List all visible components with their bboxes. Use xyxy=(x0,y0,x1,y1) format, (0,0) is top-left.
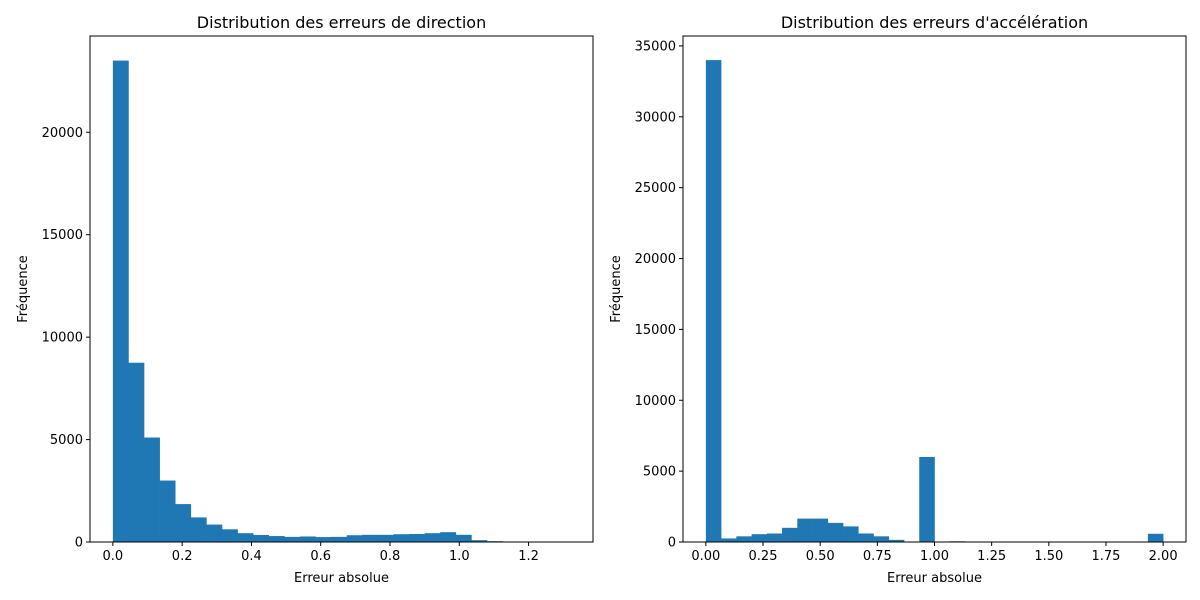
histogram-bar xyxy=(471,540,488,542)
histogram-bar xyxy=(221,529,238,542)
histogram-bar xyxy=(919,456,935,542)
x-axis: 0.0 0.2 0.4 0.6 0.8 1.0 1.2 xyxy=(103,542,539,564)
y-tick-label: 5000 xyxy=(50,433,83,448)
x-tick-label: 0.2 xyxy=(172,549,193,564)
histogram-bar xyxy=(377,534,394,542)
histogram-bar xyxy=(315,537,332,542)
x-tick-label: 2.00 xyxy=(1149,549,1178,564)
x-tick-label: 1.50 xyxy=(1034,549,1063,564)
histogram-bar xyxy=(409,534,425,542)
histogram-bar xyxy=(455,534,472,542)
histogram-bar xyxy=(237,533,254,542)
x-tick-label: 0.6 xyxy=(310,549,331,564)
histogram-bar xyxy=(393,534,410,542)
y-tick-label: 30000 xyxy=(635,110,676,125)
x-tick-label: 1.2 xyxy=(518,549,539,564)
x-tick-label: 0.25 xyxy=(749,549,778,564)
x-tick-label: 0.4 xyxy=(241,549,262,564)
histogram-bar xyxy=(424,533,441,542)
chart-title: Distribution des erreurs de direction xyxy=(197,13,486,32)
histogram-bar xyxy=(721,538,737,542)
histogram-bar xyxy=(843,526,859,542)
histogram-bar xyxy=(873,536,890,542)
bars xyxy=(705,60,1164,542)
histogram-bar xyxy=(346,535,363,542)
histogram-bar xyxy=(888,539,905,542)
histogram-bar xyxy=(797,518,813,542)
histogram-bar xyxy=(128,362,145,542)
x-axis-label: Erreur absolue xyxy=(887,571,982,586)
histogram-bar xyxy=(253,535,270,542)
x-tick-label: 0.50 xyxy=(806,549,835,564)
y-tick-label: 0 xyxy=(75,536,83,551)
y-tick-label: 20000 xyxy=(635,252,676,267)
bars xyxy=(112,60,581,542)
histogram-bar xyxy=(268,536,285,542)
y-tick-label: 10000 xyxy=(42,331,83,346)
histogram-bar xyxy=(299,536,316,542)
axes-frame xyxy=(89,35,594,543)
x-tick-label: 0.8 xyxy=(380,549,401,564)
x-tick-label: 1.00 xyxy=(920,549,949,564)
y-tick-label: 35000 xyxy=(635,39,676,54)
y-axis: 0 5000 10000 15000 20000 xyxy=(42,126,90,551)
histogram-bar xyxy=(190,517,207,542)
histogram-bar xyxy=(751,534,768,542)
histogram-bar xyxy=(736,536,752,542)
histogram-bar xyxy=(175,504,192,542)
x-tick-label: 0.0 xyxy=(103,549,124,564)
histogram-bar xyxy=(284,536,301,542)
y-axis-label: Fréquence xyxy=(16,255,31,322)
y-tick-label: 15000 xyxy=(42,228,83,243)
x-tick-label: 1.75 xyxy=(1092,549,1121,564)
acceleration-error-histogram: Distribution des erreurs d'accélération … xyxy=(609,13,1187,586)
histogram-bar xyxy=(331,536,347,542)
histogram-bar xyxy=(1147,533,1164,542)
y-tick-label: 0 xyxy=(668,536,676,551)
x-tick-label: 0.75 xyxy=(863,549,892,564)
x-tick-label: 0.00 xyxy=(691,549,720,564)
histogram-bar xyxy=(782,527,798,542)
y-tick-label: 20000 xyxy=(42,126,83,141)
x-axis: 0.00 0.25 0.50 0.75 1.00 1.25 1.50 1.75 2.00 xyxy=(691,542,1178,564)
x-tick-label: 1.0 xyxy=(449,549,470,564)
chart-title: Distribution des erreurs d'accélération xyxy=(781,13,1088,32)
histogram-bar xyxy=(812,518,829,542)
x-axis-label: Erreur absolue xyxy=(294,571,389,586)
y-tick-label: 25000 xyxy=(635,181,676,196)
y-axis: 0 5000 10000 15000 20000 25000 30000 35000 xyxy=(635,39,683,551)
histogram-bar xyxy=(858,533,874,542)
histogram-bar xyxy=(144,437,160,542)
histogram-bar xyxy=(206,524,223,542)
direction-error-histogram: Distribution des erreurs de direction Er… xyxy=(16,13,594,586)
histogram-bar xyxy=(440,532,457,542)
x-tick-label: 1.25 xyxy=(977,549,1006,564)
y-axis-label: Fréquence xyxy=(609,255,624,322)
histogram-bar xyxy=(159,480,176,542)
y-tick-label: 5000 xyxy=(643,465,676,480)
histogram-bar xyxy=(827,522,844,542)
y-tick-label: 10000 xyxy=(635,394,676,409)
histogram-bar xyxy=(766,533,783,542)
y-tick-label: 15000 xyxy=(635,323,676,338)
histogram-bar xyxy=(362,534,379,542)
histogram-bar xyxy=(112,60,129,542)
histogram-bar xyxy=(705,60,722,542)
